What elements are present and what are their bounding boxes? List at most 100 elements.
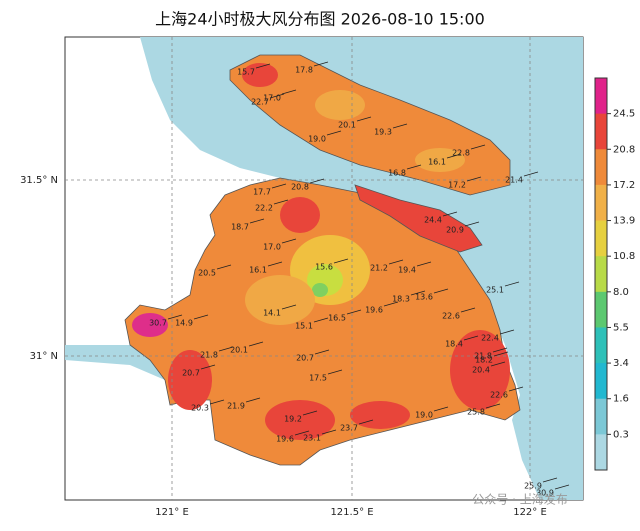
- station-value: 16.1: [428, 158, 446, 167]
- wind-barb: [321, 429, 337, 435]
- wind-barb: [314, 349, 330, 355]
- map-frame: [64, 36, 584, 501]
- wind-barb: [249, 218, 265, 224]
- wind-barb: [542, 477, 558, 483]
- wind-barb: [273, 199, 289, 205]
- station-value: 17.0: [263, 243, 281, 252]
- colorbar-label: 8.0: [613, 287, 629, 298]
- station-value: 22.2: [255, 204, 273, 213]
- wind-barb: [281, 89, 297, 95]
- wind-barb: [248, 341, 264, 347]
- wind-barb: [463, 335, 479, 341]
- watermark: 公众号 · 上海发布: [472, 492, 567, 507]
- station-value: 17.7: [253, 188, 271, 197]
- wind-barb: [508, 386, 524, 392]
- wind-barb: [313, 61, 329, 67]
- wind-barb: [492, 347, 508, 353]
- wind-barb: [433, 288, 449, 294]
- wind-barb: [209, 399, 225, 405]
- wind-barb: [446, 153, 462, 159]
- wind-barb: [309, 178, 325, 184]
- wind-barb: [460, 307, 476, 313]
- wind-barb: [410, 290, 426, 296]
- colorbar-label: 10.8: [613, 251, 635, 262]
- station-value: 21.4: [505, 176, 523, 185]
- wind-barb: [416, 261, 432, 267]
- station-value: 22.8: [452, 149, 470, 158]
- wind-barb: [167, 314, 183, 320]
- wind-barb: [281, 304, 297, 310]
- wind-barb: [255, 63, 271, 69]
- stations: 15.7 17.822.717.020.119.319.016.122.817.2…: [149, 61, 570, 498]
- wind-barb: [245, 397, 261, 403]
- wind-barb: [216, 264, 232, 270]
- map-title: 上海24小时极大风分布图 2026-08-10 15:00: [155, 10, 485, 29]
- station-value: 23.1: [303, 434, 321, 443]
- station-value: 22.6: [442, 312, 460, 321]
- lon-label: 122° E: [513, 507, 547, 518]
- colorbar-label: 0.3: [613, 429, 629, 440]
- wind-barb: [358, 419, 374, 425]
- wind-barb: [406, 164, 422, 170]
- station-value: 21.8: [474, 352, 492, 361]
- station-value: 20.8: [291, 183, 309, 192]
- colorbar-segment: [595, 149, 607, 186]
- station-value: 20.5: [198, 269, 216, 278]
- station-value: 22.7: [251, 98, 269, 107]
- station-value: 22.6: [490, 391, 508, 400]
- station-value: 20.4: [472, 366, 490, 375]
- wind-barb: [464, 221, 480, 227]
- wind-barb: [267, 261, 283, 267]
- colorbar-segment: [595, 291, 607, 328]
- wind-barb: [294, 430, 310, 436]
- lat-label: 31° N: [30, 351, 58, 362]
- station-value: 16.1: [249, 266, 267, 275]
- colorbar-segment: [595, 256, 607, 293]
- station-value: 21.9: [227, 402, 245, 411]
- station-value: 21.8: [200, 351, 218, 360]
- colorbar-label: 5.5: [613, 322, 629, 333]
- wind-barb: [200, 364, 216, 370]
- colorbar-segment: [595, 398, 607, 435]
- station-value: 19.0: [415, 411, 433, 420]
- wind-barb: [326, 130, 342, 136]
- colorbar: 24.5 20.8 17.2 13.9 10.8 8.0 5.5 3.4 1.6 0.3: [594, 77, 635, 471]
- wind-barb: [392, 123, 408, 129]
- wind-barb: [554, 484, 570, 490]
- station-value: 25.9: [524, 482, 542, 491]
- wind-barb: [523, 171, 539, 177]
- wind-barb: [218, 346, 234, 352]
- colorbar-segment: [595, 327, 607, 364]
- station-value: 15.6: [315, 263, 333, 272]
- station-value: 15.1: [295, 322, 313, 331]
- wind-barb: [193, 314, 209, 320]
- wind-barb: [356, 116, 372, 122]
- wind-barb: [281, 238, 297, 244]
- wind-barb: [313, 317, 329, 323]
- station-value: 19.0: [308, 135, 326, 144]
- wind-barb: [442, 211, 458, 217]
- station-value: 23.7: [340, 424, 358, 433]
- station-value: 18.4: [445, 340, 463, 349]
- wind-barb: [271, 183, 287, 189]
- wind-barb: [504, 281, 520, 287]
- colorbar-label: 1.6: [613, 394, 629, 405]
- wind-barb: [302, 410, 318, 416]
- station-value: 24.4: [424, 216, 442, 225]
- station-value: 20.1: [338, 121, 356, 130]
- colorbar-segment: [595, 184, 607, 222]
- station-value: 20.7: [296, 354, 314, 363]
- wind-barb: [490, 361, 506, 367]
- colorbar-label: 3.4: [613, 358, 629, 369]
- station-value: 19.2: [284, 415, 302, 424]
- lon-label: 121° E: [155, 507, 189, 518]
- wind-barb: [327, 369, 343, 375]
- wind-barb: [269, 93, 285, 99]
- station-value: 30.9: [536, 489, 554, 498]
- lon-label: 121.5° E: [330, 507, 373, 518]
- wind-barb: [383, 301, 399, 307]
- wind-barb: [433, 406, 449, 412]
- wind-barb: [493, 351, 509, 357]
- station-value: 22.4: [481, 334, 499, 343]
